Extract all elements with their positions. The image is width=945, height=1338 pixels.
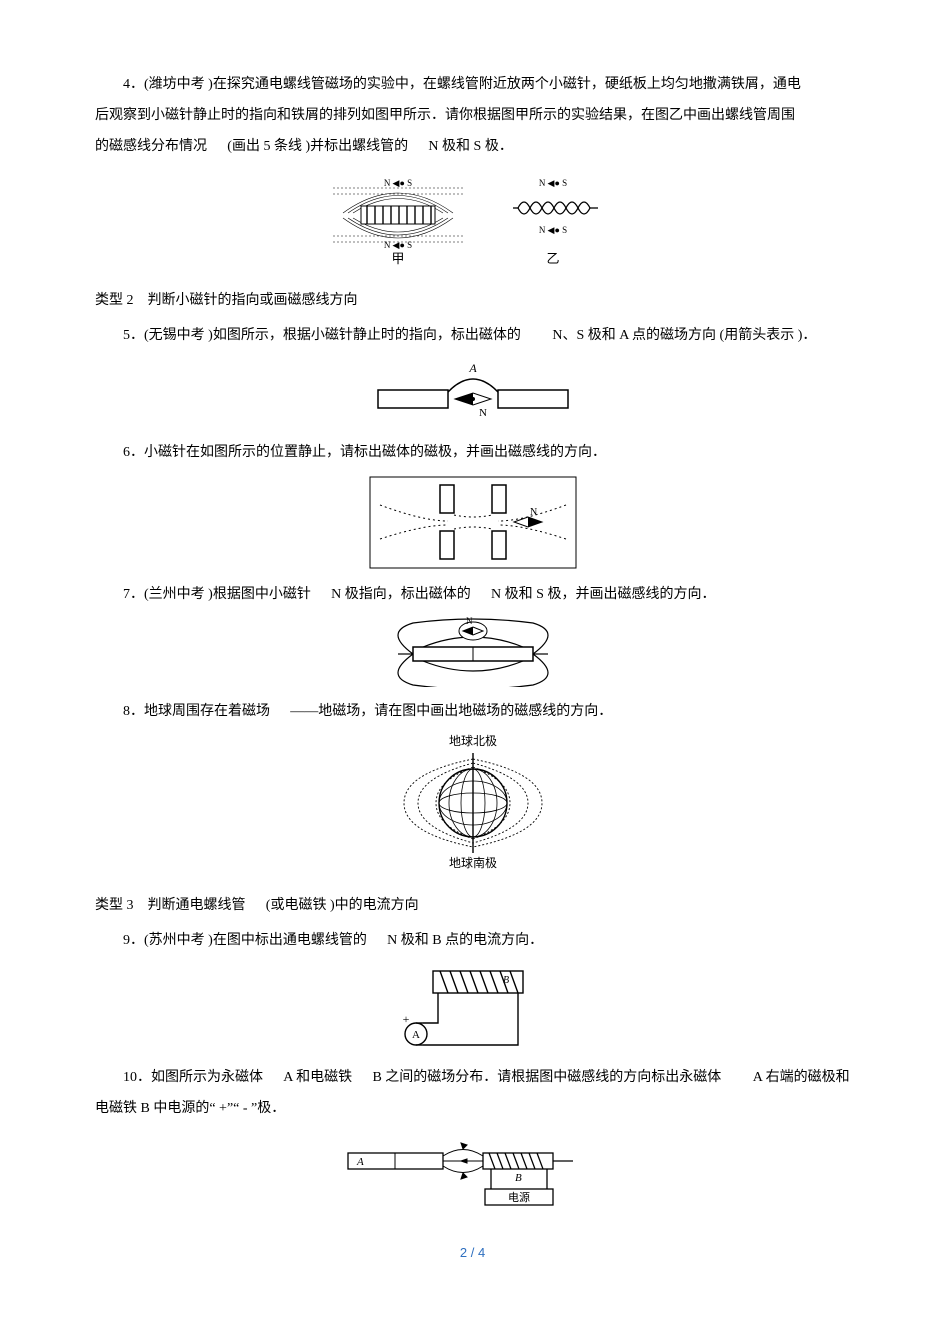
q6-figure: N — [95, 475, 850, 570]
section-2-title: 类型 2 判断小磁针的指向或画磁感线方向 — [95, 286, 850, 317]
footer-sep: / — [471, 1245, 475, 1260]
q5-A-label: A — [468, 361, 477, 375]
q5-text: 5．(无锡中考 )如图所示，根据小磁针静止时的指向，标出磁体的 N、S 极和 A… — [95, 321, 850, 352]
q10-B-label: B — [515, 1172, 522, 1184]
footer-total: 4 — [478, 1245, 485, 1260]
q9-A-label: A — [412, 1029, 420, 1041]
q9-a: 9．(苏州中考 )在图中标出通电螺线管的 — [123, 933, 367, 948]
q6-text: 6．小磁针在如图所示的位置静止，请标出磁体的磁极，并画出磁感线的方向． — [95, 438, 850, 469]
q4-line2: 后观察到小磁针静止时的指向和铁屑的排列如图甲所示．请你根据图甲所示的实验结果，在… — [95, 101, 850, 132]
q7-figure: N — [95, 617, 850, 687]
q7-c: N 极和 S 极，并画出磁感线的方向． — [491, 587, 715, 602]
q9-text: 9．(苏州中考 )在图中标出通电螺线管的 N 极和 B 点的电流方向． — [95, 926, 850, 957]
q9-b: N 极和 B 点的电流方向． — [387, 933, 543, 948]
q10-ps-label: 电源 — [508, 1190, 530, 1204]
q7-b: N 极指向，标出磁体的 — [331, 587, 471, 602]
q7-N-label: N — [466, 617, 473, 626]
q9-B-label: B — [503, 975, 509, 986]
q4-line1: 4．(潍坊中考 )在探究通电螺线管磁场的实验中，在螺线管附近放两个小磁针，硬纸板… — [95, 70, 850, 101]
q8-b: ——地磁场，请在图中画出地磁场的磁感线的方向． — [290, 704, 612, 719]
q4-line3-a: 的磁感线分布情况 — [95, 139, 207, 154]
q4-line3: 的磁感线分布情况 (画出 5 条线 )并标出螺线管的 N 极和 S 极． — [95, 132, 850, 163]
q10-line2: 电磁铁 B 中电源的“ +”“ - ”极． — [95, 1094, 850, 1125]
q6-N-label: N — [530, 507, 537, 518]
section3-b: (或电磁铁 )中的电流方向 — [266, 898, 419, 913]
q10-a: 10．如图所示为永磁体 — [123, 1070, 263, 1085]
q10-c: B 之间的磁场分布．请根据图中磁感线的方向标出永磁体 — [372, 1070, 721, 1085]
q8-text: 8．地球周围存在着磁场 ——地磁场，请在图中画出地磁场的磁感线的方向． — [95, 697, 850, 728]
q10-d: A 右端的磁极和 — [753, 1070, 850, 1085]
q8-a: 8．地球周围存在着磁场 — [123, 704, 270, 719]
q4-label-yi: 乙 — [546, 251, 559, 266]
q5-N-label: N — [479, 407, 487, 419]
q10-line1: 10．如图所示为永磁体 A 和电磁铁 B 之间的磁场分布．请根据图中磁感线的方向… — [95, 1063, 850, 1094]
q4-label-jia: 甲 — [391, 251, 404, 266]
q10-A-label: A — [356, 1156, 364, 1168]
q8-south-label: 地球南极 — [448, 855, 496, 870]
q7-text: 7．(兰州中考 )根据图中小磁针 N 极指向，标出磁体的 N 极和 S 极，并画… — [95, 580, 850, 611]
q10-figure: A B 电源 — [95, 1131, 850, 1211]
q8-north-label: 地球北极 — [448, 734, 496, 748]
footer-page: 2 — [460, 1245, 467, 1260]
q8-figure: 地球北极 地球南极 — [95, 733, 850, 873]
q4-line3-c: N 极和 S 极． — [428, 139, 512, 154]
q4-ns-top-jia: N ◀● S — [383, 178, 411, 188]
q7-a: 7．(兰州中考 )根据图中小磁针 — [123, 587, 311, 602]
section-3-title: 类型 3 判断通电螺线管 (或电磁铁 )中的电流方向 — [95, 891, 850, 922]
q10-b: A 和电磁铁 — [283, 1070, 352, 1085]
q4-figure: N ◀● S N ◀● S 甲 N ◀● S N ◀● S 乙 — [95, 168, 850, 268]
svg-text:+: + — [402, 1012, 409, 1026]
q4-ns-bot-yi: N ◀● S — [538, 225, 566, 235]
q5-figure: A N — [95, 358, 850, 428]
q5-b: N、S 极和 A 点的磁场方向 (用箭头表示 )． — [552, 328, 816, 343]
page-footer: 2 / 4 — [95, 1239, 850, 1268]
q9-figure: B A + — [95, 963, 850, 1053]
q4-ns-top-yi: N ◀● S — [538, 178, 566, 188]
q4-ns-bot-jia: N ◀● S — [383, 240, 411, 250]
q5-a: 5．(无锡中考 )如图所示，根据小磁针静止时的指向，标出磁体的 — [123, 328, 521, 343]
section3-a: 类型 3 判断通电螺线管 — [95, 898, 246, 913]
q4-line3-b: (画出 5 条线 )并标出螺线管的 — [227, 139, 408, 154]
